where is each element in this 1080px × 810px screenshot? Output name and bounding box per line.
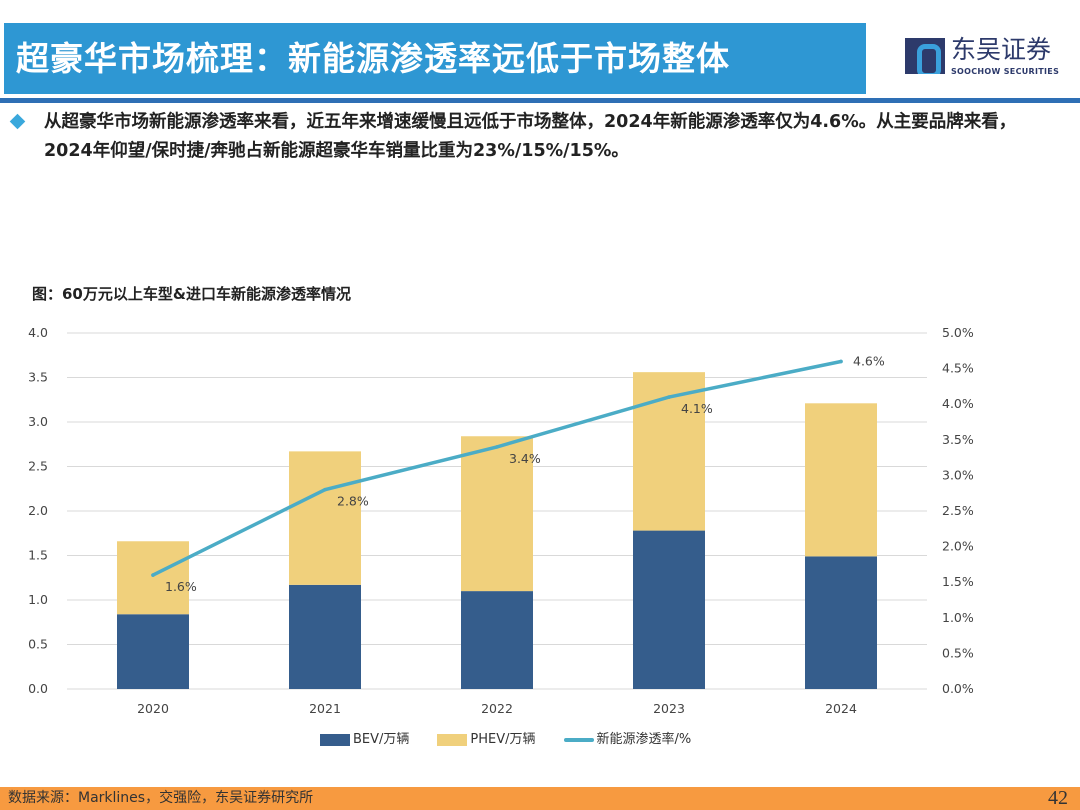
line-point: [323, 487, 327, 492]
line-point: [667, 395, 671, 399]
bar-phev: [805, 403, 877, 557]
bar-phev: [289, 451, 361, 585]
data-label: 2.8%: [337, 494, 369, 509]
chart-title: 图：60万元以上车型&进口车新能源渗透率情况: [32, 285, 351, 303]
y2-tick-label: 0.0%: [942, 681, 974, 696]
y2-tick-label: 3.5%: [942, 432, 974, 447]
y-tick-label: 0.0: [28, 681, 48, 696]
y2-tick-label: 4.5%: [942, 361, 974, 376]
y2-tick-label: 2.0%: [942, 539, 974, 554]
bar-bev: [117, 614, 189, 689]
legend: BEV/万辆 PHEV/万辆 新能源渗透率/%: [320, 732, 691, 748]
x-tick-label: 2020: [137, 701, 169, 716]
logo: 东吴证券 SOOCHOW SECURITIES: [905, 36, 1075, 80]
logo-name-en: SOOCHOW SECURITIES: [951, 67, 1060, 76]
x-tick-label: 2023: [653, 701, 685, 716]
y-tick-label: 4.0: [28, 325, 48, 340]
summary-text: 从超豪华市场新能源渗透率来看，近五年来增速缓慢且远低于市场整体，2024年新能源…: [44, 112, 1017, 161]
line-point: [151, 573, 155, 577]
y2-tick-label: 0.5%: [942, 645, 974, 660]
y2-tick-label: 1.0%: [942, 610, 974, 625]
page-title: 超豪华市场梳理：新能源渗透率远低于市场整体: [4, 23, 866, 94]
bar-bev: [289, 584, 361, 689]
page-number: 42: [1048, 787, 1068, 809]
bar-bev: [461, 591, 533, 689]
legend-swatch: [320, 734, 350, 746]
y-tick-label: 2.5: [28, 459, 48, 474]
bar-phev: [461, 436, 533, 592]
source-note: 数据来源：Marklines，交强险，东吴证券研究所: [8, 790, 314, 806]
x-tick-label: 2022: [481, 701, 513, 716]
y2-tick-label: 4.0%: [942, 396, 974, 411]
x-tick-label: 2021: [309, 701, 341, 716]
y2-tick-label: 5.0%: [942, 325, 974, 340]
y2-tick-label: 2.5%: [942, 503, 974, 518]
y2-tick-label: 1.5%: [942, 574, 974, 589]
line-point: [495, 445, 499, 449]
data-label: 1.6%: [165, 579, 197, 594]
bar-phev: [117, 541, 189, 615]
y-tick-label: 1.0: [28, 592, 48, 607]
legend-item-phev: PHEV/万辆: [437, 732, 536, 748]
legend-label: BEV/万辆: [353, 732, 410, 747]
logo-name: 东吴证券: [951, 35, 1052, 64]
y-tick-label: 2.0: [28, 503, 48, 518]
legend-swatch: [563, 738, 594, 742]
logo-mark-icon: [905, 38, 945, 74]
y2-tick-label: 3.0%: [942, 467, 974, 482]
bar-bev: [805, 556, 877, 689]
data-label: 4.6%: [853, 353, 885, 368]
x-tick-label: 2024: [825, 701, 857, 716]
line-point: [839, 359, 843, 364]
data-label: 4.1%: [681, 401, 713, 416]
legend-label: 新能源渗透率/%: [596, 732, 692, 747]
bar-bev: [633, 530, 705, 689]
footer: 数据来源：Marklines，交强险，东吴证券研究所 42: [0, 787, 1080, 810]
legend-label: PHEV/万辆: [470, 732, 536, 747]
y-tick-label: 1.5: [28, 548, 48, 563]
header-divider: [0, 98, 1080, 103]
y-tick-label: 0.5: [28, 637, 48, 652]
data-label: 3.4%: [509, 451, 541, 466]
y-tick-label: 3.0: [28, 414, 48, 429]
legend-item-bev: BEV/万辆: [320, 732, 409, 748]
legend-swatch: [437, 734, 468, 746]
y-tick-label: 3.5: [28, 370, 48, 385]
legend-item-rate: 新能源渗透率/%: [563, 732, 692, 748]
